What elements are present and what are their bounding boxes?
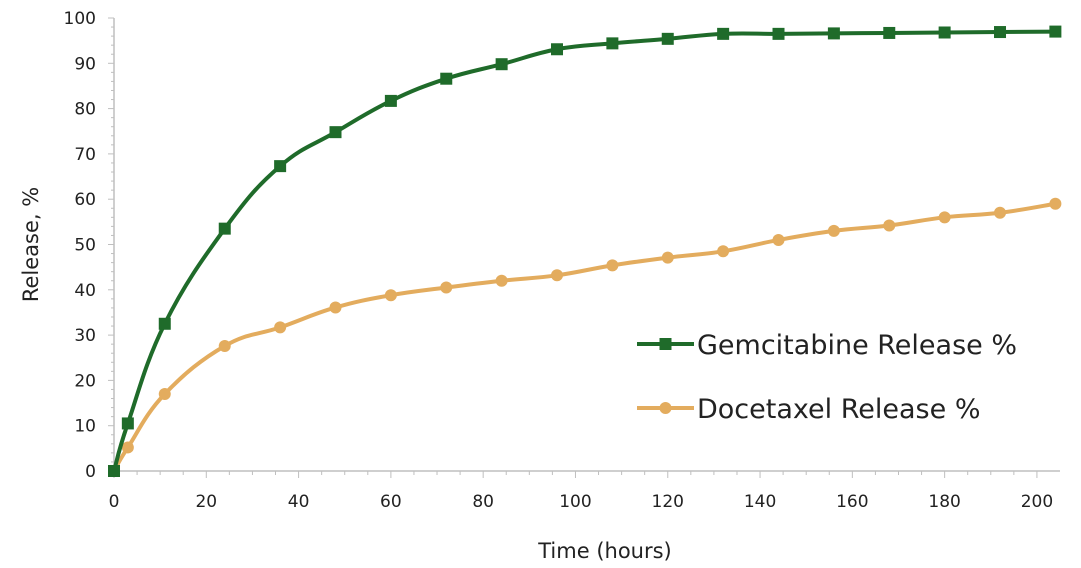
data-point bbox=[883, 26, 896, 39]
data-point bbox=[495, 58, 508, 71]
data-point bbox=[1049, 25, 1062, 38]
data-point bbox=[121, 417, 134, 430]
legend-item-gemcitabine-release: Gemcitabine Release % bbox=[637, 330, 1017, 361]
legend-item-docetaxel-release: Docetaxel Release % bbox=[637, 394, 980, 425]
legend-swatch-marker bbox=[659, 338, 672, 350]
y-tick-label: 20 bbox=[74, 371, 96, 391]
x-tick-label: 180 bbox=[928, 492, 960, 512]
x-tick-label: 80 bbox=[472, 492, 494, 512]
docetaxel-release-series bbox=[108, 197, 1062, 477]
x-tick-label: 100 bbox=[559, 492, 591, 512]
y-axis-title: Release, % bbox=[19, 187, 43, 302]
y-tick-label: 50 bbox=[74, 236, 96, 256]
data-point bbox=[772, 27, 785, 40]
x-tick-label: 140 bbox=[744, 492, 776, 512]
x-tick-label: 40 bbox=[288, 492, 310, 512]
data-point bbox=[551, 269, 564, 282]
y-tick-label: 10 bbox=[74, 417, 96, 437]
y-tick-label: 60 bbox=[74, 190, 96, 210]
y-tick-label: 0 bbox=[85, 462, 96, 482]
data-point bbox=[440, 72, 453, 85]
data-point bbox=[994, 206, 1007, 219]
data-point bbox=[994, 26, 1007, 39]
x-tick-label: 20 bbox=[195, 492, 217, 512]
legend-label: Docetaxel Release % bbox=[697, 394, 980, 425]
data-point bbox=[606, 259, 619, 272]
legend: Gemcitabine Release % Docetaxel Release % bbox=[637, 330, 1017, 425]
data-point bbox=[274, 321, 287, 334]
x-tick-label: 120 bbox=[652, 492, 684, 512]
data-point bbox=[158, 317, 171, 330]
data-point bbox=[938, 26, 951, 39]
y-tick-label: 80 bbox=[74, 100, 96, 120]
x-axis-title: Time (hours) bbox=[537, 539, 672, 563]
data-point bbox=[495, 274, 508, 287]
y-tick-label: 70 bbox=[74, 145, 96, 165]
data-point bbox=[661, 32, 674, 45]
y-tick-label: 40 bbox=[74, 281, 96, 301]
gemcitabine-release-series bbox=[108, 25, 1062, 477]
y-axis-ticks: 0 10 20 30 40 50 60 70 80 90 100 bbox=[64, 9, 114, 482]
data-point bbox=[158, 387, 171, 400]
data-point bbox=[827, 224, 840, 237]
data-point bbox=[883, 219, 896, 232]
legend-label: Gemcitabine Release % bbox=[697, 330, 1017, 361]
y-tick-label: 30 bbox=[74, 326, 96, 346]
data-point bbox=[384, 289, 397, 302]
data-point bbox=[772, 233, 785, 246]
data-point bbox=[606, 37, 619, 50]
x-tick-label: 160 bbox=[836, 492, 868, 512]
data-point bbox=[938, 211, 951, 224]
data-point bbox=[274, 160, 287, 173]
series-layer bbox=[108, 25, 1062, 477]
data-point bbox=[218, 339, 231, 352]
data-point bbox=[1049, 197, 1062, 210]
data-point bbox=[108, 465, 120, 477]
x-tick-label: 60 bbox=[380, 492, 402, 512]
data-point bbox=[717, 27, 730, 40]
x-tick-label: 0 bbox=[109, 492, 120, 512]
data-point bbox=[551, 43, 564, 56]
x-axis-ticks: 0 20 40 60 80 100 120 140 160 180 200 bbox=[109, 471, 1053, 512]
data-point bbox=[661, 251, 674, 264]
data-point bbox=[384, 94, 397, 107]
y-tick-label: 100 bbox=[64, 9, 96, 29]
data-point bbox=[440, 281, 453, 294]
data-point bbox=[121, 441, 134, 454]
data-point bbox=[329, 301, 342, 314]
data-point bbox=[717, 245, 730, 258]
data-point bbox=[827, 27, 840, 40]
y-tick-label: 90 bbox=[74, 54, 96, 74]
data-point bbox=[329, 126, 342, 139]
data-point bbox=[218, 222, 231, 235]
legend-swatch-marker bbox=[659, 402, 672, 414]
x-tick-label: 200 bbox=[1021, 492, 1053, 512]
